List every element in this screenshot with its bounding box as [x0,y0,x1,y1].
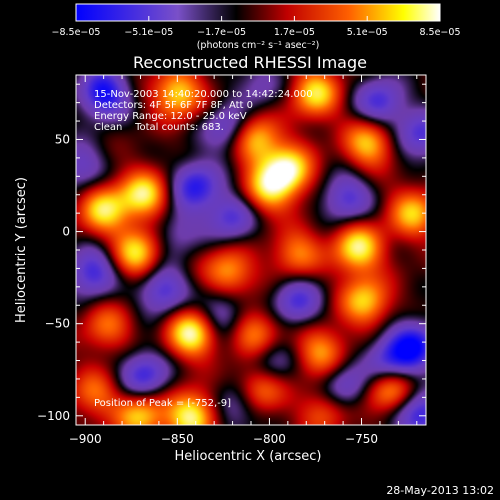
axis-ticks [76,75,426,425]
x-tick-label-1: −850 [161,432,194,446]
timestamp: 28-May-2013 13:02 [386,484,494,497]
x-axis-label: Heliocentric X (arcsec) [175,449,322,464]
colorbar-ticks [75,16,441,21]
colorbar-units: (photons cm⁻² s⁻¹ asec⁻²) [197,40,320,51]
colorbar [75,3,441,22]
colorbar-tick-label-4: 5.1e−05 [347,27,388,38]
chart-title: Reconstructed RHESSI Image [133,53,367,72]
y-tick-label-0: 50 [55,132,70,146]
y-tick-label-1: 0 [62,225,70,239]
annotation-energy-range: Energy Range: 12.0 - 25.0 keV [94,111,247,122]
y-axis-label: Heliocentric Y (arcsec) [14,177,29,323]
colorbar-tick-label-3: 1.7e−05 [274,27,315,38]
annotation-time-range: 15-Nov-2003 14:40:20.000 to 14:42:24.000 [94,89,313,100]
x-tick-label-2: −800 [253,432,286,446]
heatmap-image [76,75,426,425]
colorbar-tick-label-2: −1.7e−05 [197,27,246,38]
x-tick-label-3: −750 [345,432,378,446]
y-tick-label-3: −100 [37,409,70,423]
y-tick-label-2: −50 [45,317,70,331]
colorbar-tick-label-5: 8.5e−05 [419,27,460,38]
annotation-detectors: Detectors: 4F 5F 6F 7F 8F, Att 0 [94,100,253,111]
annotation-total-counts: Clean Total counts: 683. [94,122,224,133]
peak-position-label: Position of Peak = [-752,-9] [94,398,231,409]
x-tick-label-0: −900 [69,432,102,446]
colorbar-tick-label-0: −8.5e−05 [52,27,101,38]
colorbar-tick-label-1: −5.1e−05 [124,27,173,38]
